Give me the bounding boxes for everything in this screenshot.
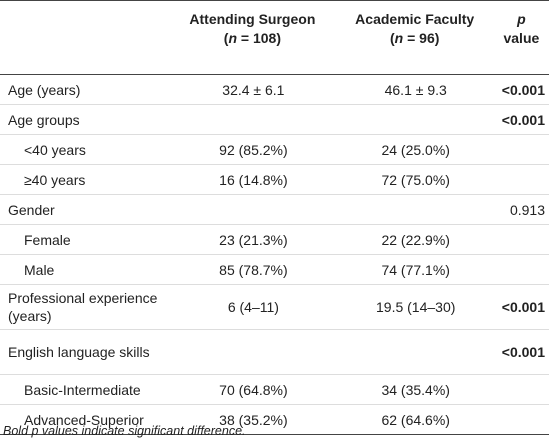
row-label: Male: [0, 254, 170, 285]
cell-value: 46.1 ± 9.3: [384, 81, 447, 98]
row-label: Professional experience (years): [0, 284, 170, 330]
p-value: <0.001: [493, 329, 549, 375]
row-label: ≥40 years: [0, 164, 170, 195]
p-value: [493, 374, 549, 405]
table-body: Age (years) 32.4 ± 6.1 46.1 ± 9.3 <0.001 Age…: [0, 75, 549, 435]
cell-value: 92 (85.2%): [169, 134, 336, 165]
table-row: Age (years) 32.4 ± 6.1 46.1 ± 9.3 <0.001: [0, 75, 549, 105]
cell-value: 70 (64.8%): [169, 374, 336, 405]
row-label: English language skills: [0, 329, 170, 375]
p-value: [493, 134, 549, 165]
cell-value: 34 (35.4%): [335, 374, 494, 405]
cell-value: [335, 329, 494, 375]
header-cell: p value: [493, 0, 549, 75]
row-label: Age groups: [0, 104, 170, 135]
cell-value: 23 (21.3%): [169, 224, 336, 255]
header-cell: Attending Surgeon (n = 108): [169, 0, 336, 75]
table-row: Age groups <0.001: [0, 104, 549, 135]
header-n: = 96): [403, 30, 440, 46]
header-n: (: [389, 30, 395, 46]
cell-value: [169, 104, 336, 135]
table-row: Basic-Intermediate 70 (64.8%) 34 (35.4%): [0, 374, 549, 405]
table-row: Professional experience (years) 6 (4–11) 1…: [0, 284, 549, 330]
table-row: English language skills <0.001: [0, 329, 549, 375]
cell-value: 72 (75.0%): [335, 164, 494, 195]
table-header: Attending Surgeon (n = 108) Academic Facu…: [0, 0, 549, 75]
p-value: <0.001: [493, 284, 549, 330]
cell-value: 85 (78.7%): [169, 254, 336, 285]
p-value: [493, 224, 549, 255]
cell-value: 62 (64.6%): [335, 404, 494, 435]
cell-value: [169, 329, 336, 375]
header-blank: [0, 0, 170, 75]
cell-value: 22 (22.9%): [335, 224, 494, 255]
cell-value: 16 (14.8%): [169, 164, 336, 195]
table-row: ≥40 years 16 (14.8%) 72 (75.0%): [0, 164, 549, 195]
header-row: Attending Surgeon (n = 108) Academic Facu…: [0, 0, 549, 75]
footnote: Bold p values indicate significant diffe…: [3, 424, 246, 438]
header-p: value: [503, 30, 540, 46]
table-row: <40 years 92 (85.2%) 24 (25.0%): [0, 134, 549, 165]
row-label: Female: [0, 224, 170, 255]
table-row: Female 23 (21.3%) 22 (22.9%): [0, 224, 549, 255]
header-n: n: [228, 30, 238, 46]
cell-value: 74 (77.1%): [335, 254, 494, 285]
table-row: Male 85 (78.7%) 74 (77.1%): [0, 254, 549, 285]
cell-value: 38 (35.2%): [169, 404, 336, 435]
row-label: Age (years): [8, 81, 81, 98]
header-n: n: [394, 30, 404, 46]
header-p: p: [517, 11, 526, 27]
p-value: <0.001: [493, 104, 549, 135]
header-title: Attending Surgeon: [189, 11, 316, 27]
p-value: [493, 254, 549, 285]
cell-value: 6 (4–11): [169, 284, 336, 330]
p-value: [493, 164, 549, 195]
cell-value: [335, 104, 494, 135]
p-value: <0.001: [501, 81, 545, 98]
row-label: Basic-Intermediate: [0, 374, 170, 405]
p-value: [493, 404, 549, 435]
p-value: 0.913: [493, 194, 549, 225]
header-title: Academic Faculty: [355, 11, 475, 27]
table-row: Advanced-Superior 38 (35.2%) 62 (64.6%): [0, 404, 549, 435]
cell-value: 32.4 ± 6.1: [222, 81, 285, 98]
cell-value: [335, 194, 494, 225]
cell-value: 24 (25.0%): [335, 134, 494, 165]
header-n: = 108): [237, 30, 281, 46]
row-label: Gender: [0, 194, 170, 225]
cell-value: [169, 194, 336, 225]
header-n: (: [223, 30, 229, 46]
row-label: Advanced-Superior: [0, 404, 170, 435]
row-label: <40 years: [0, 134, 170, 165]
cell-value: 19.5 (14–30): [335, 284, 494, 330]
header-cell: Academic Faculty (n = 96): [335, 0, 494, 75]
table-row: Gender 0.913: [0, 194, 549, 225]
